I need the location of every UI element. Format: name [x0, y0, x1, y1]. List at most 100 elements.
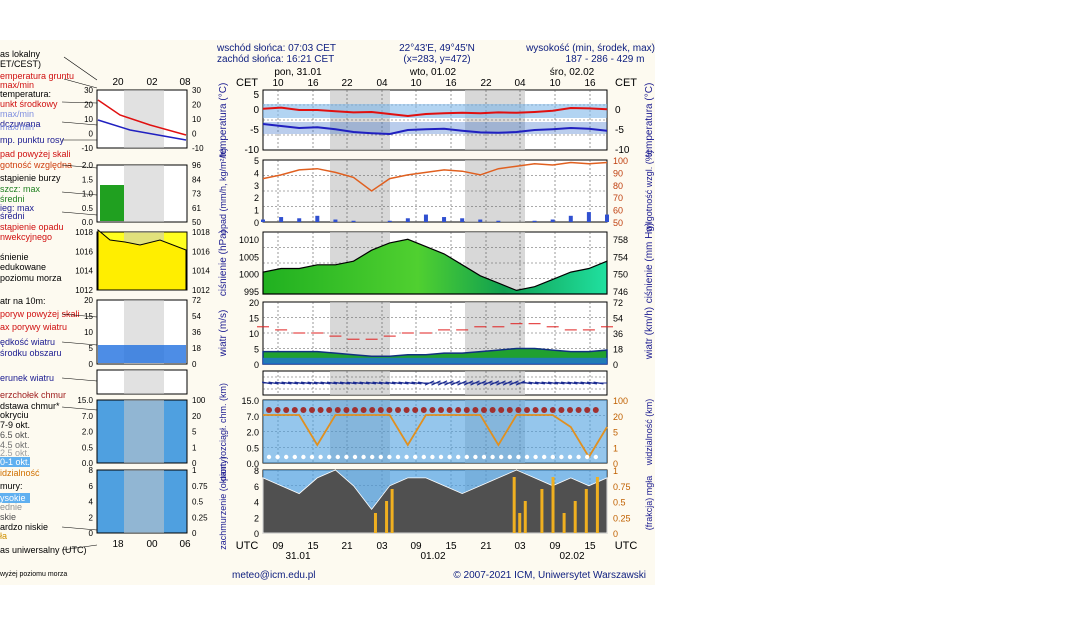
legend-pressure3: poziomu morza — [0, 273, 62, 283]
legend-conv2: nwekcyjnego — [0, 232, 52, 242]
day-label: wto, 01.02 — [409, 67, 457, 78]
pressure-tick-left: 995 — [244, 287, 259, 297]
visibility-tick-right: 20 — [613, 412, 623, 422]
wind-arrow — [391, 381, 403, 385]
utc-hour-label: 03 — [376, 541, 388, 552]
cloud-top-dot — [463, 407, 470, 413]
precip-bar — [423, 214, 428, 222]
mini-tick-right: 84 — [192, 175, 201, 184]
mini-tick-right: 0 — [192, 130, 197, 139]
cover-tick-left: 0 — [254, 529, 259, 539]
legend-medium: ednie — [0, 502, 22, 512]
legend-ground_temp: emperatura gruntu — [0, 71, 74, 81]
mini-tick-left: 2.0 — [82, 161, 94, 170]
visibility-tick-right: 0 — [613, 459, 618, 469]
precip-tick-left: 4 — [254, 168, 259, 178]
footer-copyright: © 2007-2021 ICM, Uniwersytet Warszawski — [453, 570, 646, 581]
mini-tick-left: 10 — [84, 328, 93, 337]
fog-bar — [385, 501, 389, 533]
mini-tick-left: 5 — [89, 344, 94, 353]
visibility-dot — [395, 454, 401, 460]
wind-arrow — [580, 381, 591, 385]
cloud-top-dot — [403, 407, 410, 413]
legend-maxmin: max/min — [0, 109, 34, 119]
cloud-top-dot — [360, 407, 367, 413]
mini-tick-right: 96 — [192, 161, 201, 170]
utc-hour-label: 15 — [307, 541, 319, 552]
wind-arrow — [534, 381, 546, 385]
legend-okt01: 0-1 okt. — [0, 457, 30, 467]
cloud-top-dot — [506, 407, 513, 413]
precip-bar — [550, 219, 555, 222]
legend-leader — [61, 406, 98, 411]
cover-tick-left: 2 — [254, 513, 259, 523]
mini-wind-area — [98, 345, 186, 363]
cloud-tick-left: 7.0 — [246, 412, 259, 422]
legend-utc_time: as uniwersalny (UTC) — [0, 545, 87, 555]
mini-tick-right: 0.75 — [192, 482, 208, 491]
cloud-top-dot — [481, 407, 487, 413]
legend-leader — [61, 211, 98, 216]
precip-axis-label: opad (mm/h, kg/m²/h) — [218, 148, 228, 234]
wind-axis-label-right: wiatr (km/h) — [644, 307, 655, 360]
visibility-tick-right: 5 — [613, 428, 618, 438]
visibility-dot — [550, 454, 555, 460]
visibility-dot — [361, 454, 366, 460]
precip-bar — [297, 218, 302, 222]
fog-bar — [390, 489, 394, 533]
mini-tick-right: 30 — [192, 86, 201, 95]
legend-clouds: mury: — [0, 481, 23, 491]
pressure-axis-label: ciśnienie (hPa) — [218, 230, 229, 296]
pressure-tick-right: 758 — [613, 235, 628, 245]
legend-leader — [61, 164, 98, 169]
legend-snow_max: ieg: max — [0, 203, 35, 213]
wind-tick-right: 18 — [613, 345, 623, 355]
mini-tick-left: 20 — [84, 296, 93, 305]
mini-tick-right: 0 — [192, 360, 197, 369]
mini-tick-right: 1012 — [192, 286, 210, 295]
cloud-top-dot — [326, 407, 333, 413]
precip-bar — [387, 220, 392, 222]
cet-hour-label: 10 — [410, 78, 422, 89]
mini-night — [124, 165, 164, 222]
precip-tick-left: 0 — [254, 218, 259, 228]
wind-arrow — [554, 381, 565, 385]
cloud-top-dot — [412, 407, 419, 413]
legend-wind_center: środku obszaru — [0, 348, 62, 358]
visibility-dot — [464, 454, 469, 460]
day-label: pon, 31.01 — [274, 67, 322, 78]
visibility-dot — [507, 454, 512, 460]
fog-tick-right: 1 — [613, 466, 618, 476]
mini-tick-left: 30 — [84, 86, 93, 95]
fog-tick-right: 0.25 — [613, 513, 631, 523]
wind-arrow — [483, 380, 493, 386]
mini-tick-left: 1016 — [75, 247, 93, 256]
wind-arrow — [313, 381, 325, 385]
fog-tick-right: 0.5 — [613, 498, 626, 508]
cloud-top-dot — [369, 407, 376, 413]
mini-night — [124, 400, 164, 463]
precip-bar — [315, 215, 320, 222]
mini-tick-right: 72 — [192, 296, 201, 305]
mini-tick-left: 0.5 — [82, 204, 94, 213]
cloud-top-dot — [317, 407, 324, 413]
mini-precip-bar — [100, 185, 124, 221]
legend-storm: stąpienie burzy — [0, 173, 61, 183]
visibility-tick-right: 100 — [613, 396, 628, 406]
legend-leader — [63, 56, 98, 81]
visibility-dot — [421, 454, 426, 460]
wind-arrow — [261, 381, 273, 385]
wind-arrow — [372, 381, 383, 385]
wind-arrow — [496, 380, 506, 386]
wind-arrow — [502, 380, 513, 386]
mini-tick-left: 15.0 — [77, 396, 93, 405]
legend-local_time: as lokalny — [0, 49, 41, 59]
temp-tick-left: -10 — [245, 145, 260, 156]
visibility-dot — [438, 454, 444, 460]
fog-bar — [595, 477, 599, 533]
cloud-top-dot — [386, 407, 393, 413]
visibility-dot — [456, 454, 461, 460]
visibility-dot — [516, 454, 521, 460]
cet-hour-label: 10 — [272, 78, 284, 89]
cloud-top-dot — [420, 407, 427, 413]
